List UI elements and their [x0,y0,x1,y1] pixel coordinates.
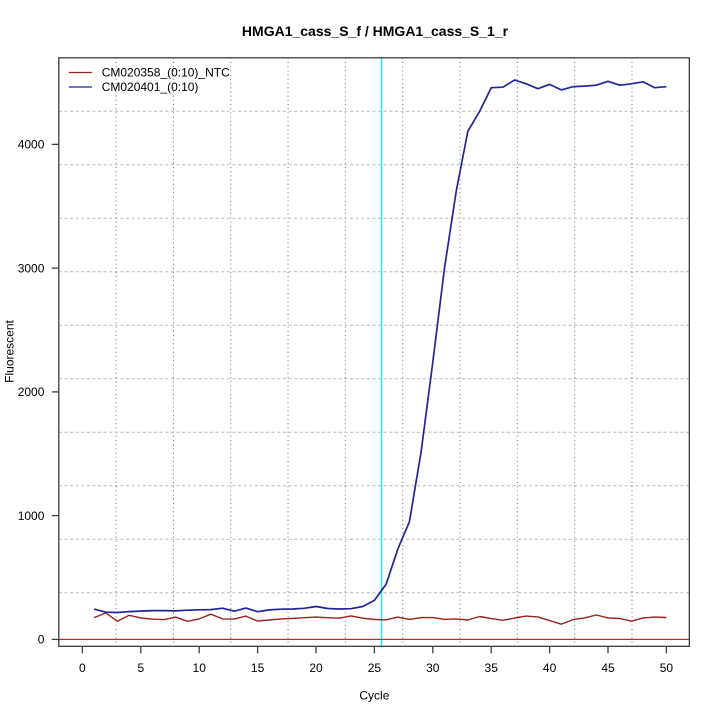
svg-text:1000: 1000 [18,509,45,523]
svg-text:30: 30 [426,661,440,675]
svg-text:10: 10 [193,661,207,675]
svg-text:15: 15 [251,661,265,675]
svg-text:Fluorescent: Fluorescent [3,319,17,382]
svg-text:CM020401_(0:10): CM020401_(0:10) [102,80,199,94]
svg-text:Cycle: Cycle [359,689,389,703]
svg-text:0: 0 [79,661,86,675]
svg-text:HMGA1_cass_S_f / HMGA1_cass_S_: HMGA1_cass_S_f / HMGA1_cass_S_1_r [242,23,509,39]
svg-text:45: 45 [601,661,615,675]
svg-text:2000: 2000 [18,385,45,399]
svg-text:5: 5 [137,661,144,675]
svg-text:40: 40 [543,661,557,675]
svg-text:50: 50 [660,661,674,675]
svg-text:35: 35 [485,661,499,675]
svg-text:0: 0 [38,633,45,647]
svg-text:3000: 3000 [18,261,45,275]
svg-text:CM020358_(0:10)_NTC: CM020358_(0:10)_NTC [102,66,230,80]
svg-text:25: 25 [368,661,382,675]
svg-text:4000: 4000 [18,138,45,152]
svg-text:20: 20 [309,661,323,675]
